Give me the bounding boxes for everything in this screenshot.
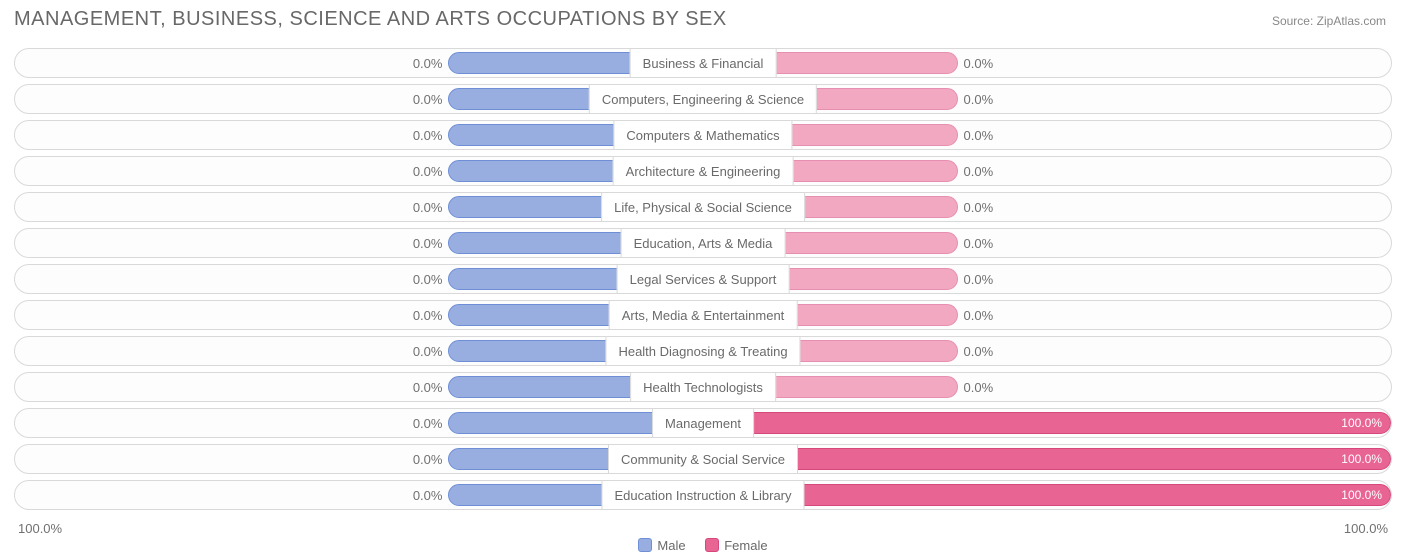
- category-label: Education, Arts & Media: [621, 229, 786, 257]
- female-value-label: 100.0%: [1333, 413, 1390, 433]
- legend-swatch-female: [705, 538, 719, 552]
- male-value-label: 0.0%: [413, 229, 443, 257]
- female-value-label: 0.0%: [964, 301, 994, 329]
- male-value-label: 0.0%: [413, 49, 443, 77]
- legend-item-female: Female: [705, 538, 767, 553]
- female-value-label: 0.0%: [964, 337, 994, 365]
- legend-label-female: Female: [724, 538, 767, 553]
- chart-row: 0.0% 0.0% Education, Arts & Media: [14, 228, 1392, 258]
- category-label: Business & Financial: [630, 49, 777, 77]
- female-bar: 100.0%: [703, 484, 1391, 506]
- male-value-label: 0.0%: [413, 445, 443, 473]
- female-value-label: 0.0%: [964, 157, 994, 185]
- legend-swatch-male: [638, 538, 652, 552]
- category-label: Computers & Mathematics: [613, 121, 792, 149]
- male-value-label: 0.0%: [413, 85, 443, 113]
- axis-left-label: 100.0%: [18, 521, 62, 536]
- axis-right-label: 100.0%: [1344, 521, 1388, 536]
- chart-title: MANAGEMENT, BUSINESS, SCIENCE AND ARTS O…: [14, 8, 727, 31]
- chart-row: 0.0% 100.0% Education Instruction & Librar…: [14, 480, 1392, 510]
- legend-label-male: Male: [657, 538, 685, 553]
- female-value-label: 0.0%: [964, 193, 994, 221]
- category-label: Health Diagnosing & Treating: [605, 337, 800, 365]
- legend-item-male: Male: [638, 538, 685, 553]
- category-label: Computers, Engineering & Science: [589, 85, 817, 113]
- axis-labels: 100.0% 100.0%: [14, 521, 1392, 537]
- male-value-label: 0.0%: [413, 373, 443, 401]
- chart-area: 0.0% 0.0% Business & Financial 0.0% 0.0% Comp…: [14, 48, 1392, 517]
- male-value-label: 0.0%: [413, 409, 443, 437]
- male-value-label: 0.0%: [413, 301, 443, 329]
- male-value-label: 0.0%: [413, 265, 443, 293]
- female-value-label: 100.0%: [1333, 449, 1390, 469]
- category-label: Management: [652, 409, 754, 437]
- chart-row: 0.0% 0.0% Health Diagnosing & Treating: [14, 336, 1392, 366]
- male-value-label: 0.0%: [413, 121, 443, 149]
- female-value-label: 0.0%: [964, 85, 994, 113]
- female-value-label: 0.0%: [964, 265, 994, 293]
- female-value-label: 0.0%: [964, 373, 994, 401]
- legend: Male Female: [0, 538, 1406, 556]
- chart-row: 0.0% 0.0% Computers, Engineering & Science: [14, 84, 1392, 114]
- category-label: Legal Services & Support: [617, 265, 790, 293]
- chart-row: 0.0% 0.0% Architecture & Engineering: [14, 156, 1392, 186]
- male-value-label: 0.0%: [413, 337, 443, 365]
- female-value-label: 100.0%: [1333, 485, 1390, 505]
- chart-row: 0.0% 100.0% Management: [14, 408, 1392, 438]
- source-label: Source: ZipAtlas.com: [1272, 14, 1386, 28]
- female-bar: 100.0%: [703, 448, 1391, 470]
- chart-row: 0.0% 0.0% Legal Services & Support: [14, 264, 1392, 294]
- male-value-label: 0.0%: [413, 157, 443, 185]
- category-label: Health Technologists: [630, 373, 776, 401]
- chart-row: 0.0% 100.0% Community & Social Service: [14, 444, 1392, 474]
- female-bar: 100.0%: [703, 412, 1391, 434]
- category-label: Life, Physical & Social Science: [601, 193, 805, 221]
- category-label: Arts, Media & Entertainment: [609, 301, 798, 329]
- category-label: Architecture & Engineering: [613, 157, 794, 185]
- male-value-label: 0.0%: [413, 193, 443, 221]
- chart-row: 0.0% 0.0% Arts, Media & Entertainment: [14, 300, 1392, 330]
- chart-row: 0.0% 0.0% Business & Financial: [14, 48, 1392, 78]
- category-label: Community & Social Service: [608, 445, 798, 473]
- chart-row: 0.0% 0.0% Computers & Mathematics: [14, 120, 1392, 150]
- chart-row: 0.0% 0.0% Health Technologists: [14, 372, 1392, 402]
- female-value-label: 0.0%: [964, 229, 994, 257]
- female-value-label: 0.0%: [964, 49, 994, 77]
- male-value-label: 0.0%: [413, 481, 443, 509]
- female-value-label: 0.0%: [964, 121, 994, 149]
- category-label: Education Instruction & Library: [601, 481, 804, 509]
- chart-row: 0.0% 0.0% Life, Physical & Social Science: [14, 192, 1392, 222]
